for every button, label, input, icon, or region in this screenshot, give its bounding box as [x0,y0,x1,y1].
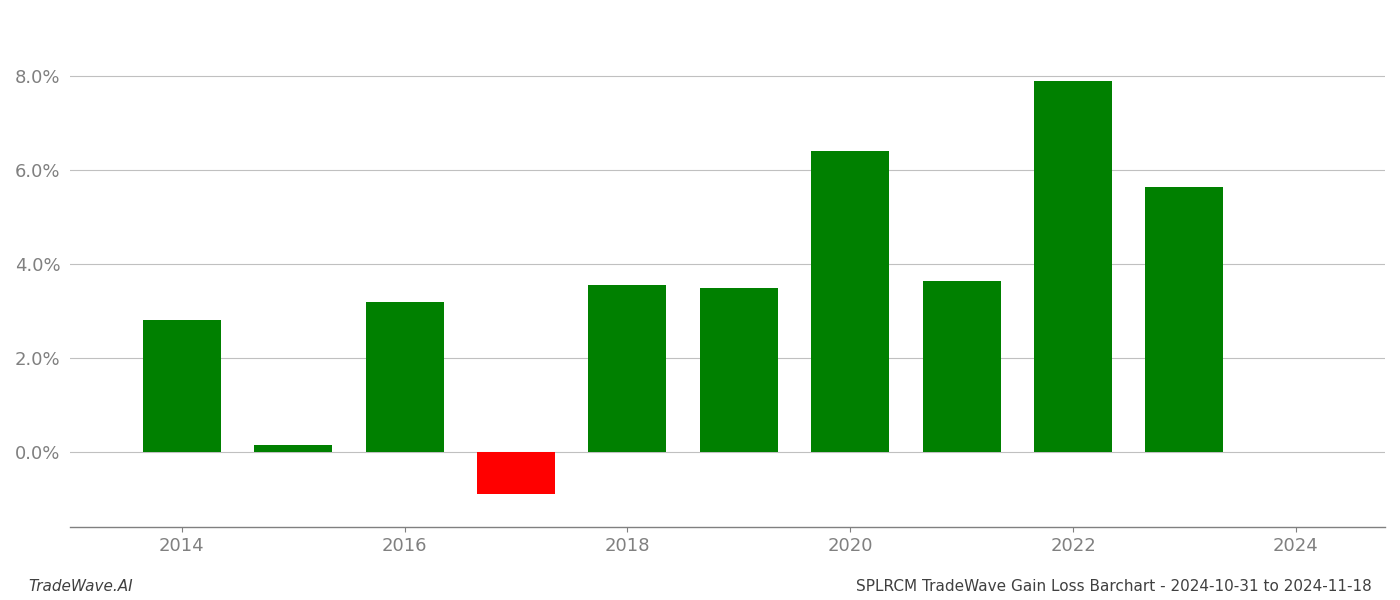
Bar [588,285,666,452]
Bar [1145,187,1224,452]
Text: TradeWave.AI: TradeWave.AI [28,579,133,594]
Bar [811,151,889,452]
Bar [1035,81,1112,452]
Bar [255,445,332,452]
Bar [700,287,778,452]
Bar [143,320,221,452]
Bar [365,302,444,452]
Bar [477,452,554,494]
Bar [923,281,1001,452]
Text: SPLRCM TradeWave Gain Loss Barchart - 2024-10-31 to 2024-11-18: SPLRCM TradeWave Gain Loss Barchart - 20… [857,579,1372,594]
